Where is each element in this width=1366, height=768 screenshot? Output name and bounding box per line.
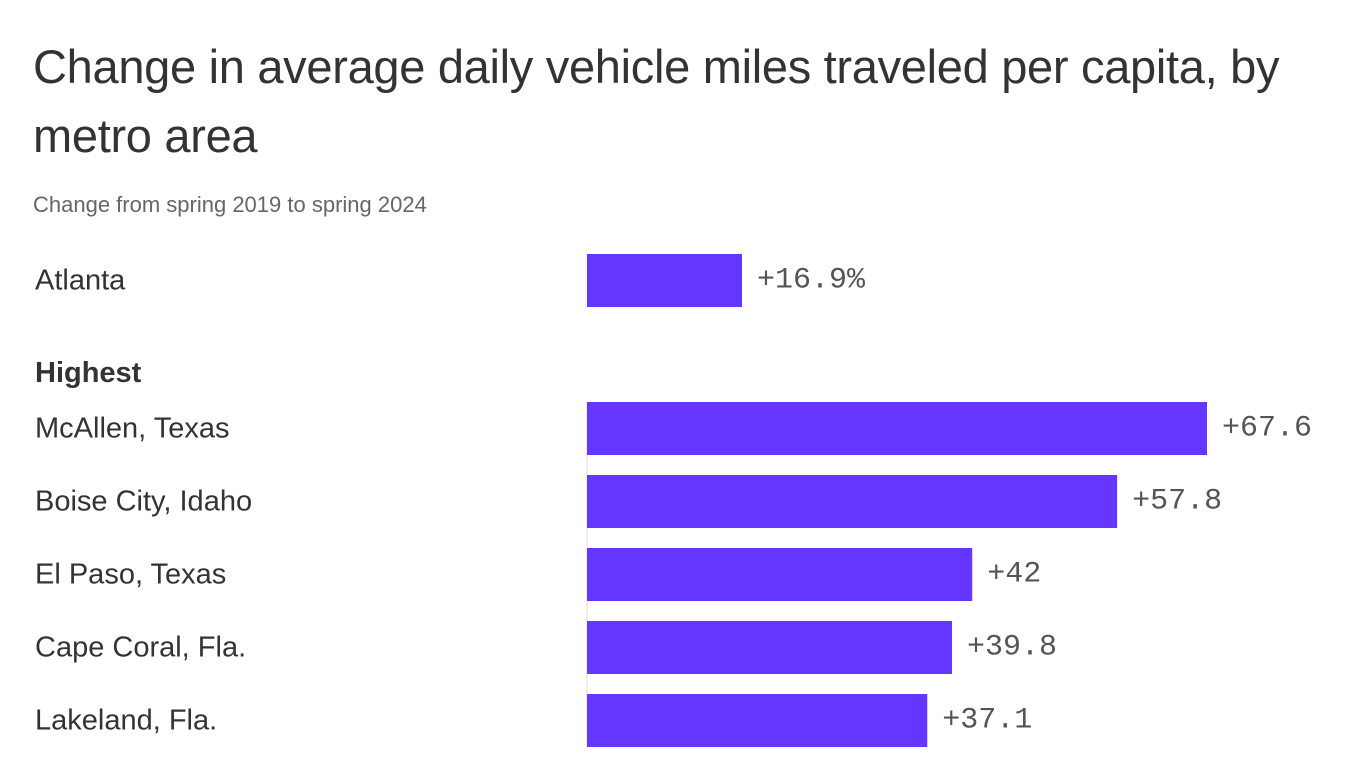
chart-marks: Atlanta +16.9% Highest McAllen, Texas +67.6 B… xyxy=(35,254,1312,747)
data-label: +42 xyxy=(987,558,1041,592)
chart-title: Change in average daily vehicle miles tr… xyxy=(33,40,1280,162)
chart-subtitle: Change from spring 2019 to spring 2024 xyxy=(33,192,427,217)
bar xyxy=(587,694,928,747)
data-label: +37.1 xyxy=(942,704,1032,738)
category-label: Cape Coral, Fla. xyxy=(35,632,246,664)
bar xyxy=(587,402,1207,455)
category-label: McAllen, Texas xyxy=(35,413,230,445)
data-label: +57.8 xyxy=(1132,485,1222,519)
data-label: +39.8 xyxy=(967,631,1057,665)
group-header: Highest xyxy=(35,357,142,389)
bar xyxy=(587,548,973,601)
category-label: El Paso, Texas xyxy=(35,559,226,591)
bar xyxy=(587,475,1118,528)
bar xyxy=(587,621,953,674)
data-label: +16.9% xyxy=(757,264,866,298)
bar xyxy=(587,254,742,307)
category-label: Lakeland, Fla. xyxy=(35,705,217,737)
category-label: Boise City, Idaho xyxy=(35,486,252,518)
data-label: +67.6 xyxy=(1222,412,1312,446)
category-label: Atlanta xyxy=(35,265,126,297)
